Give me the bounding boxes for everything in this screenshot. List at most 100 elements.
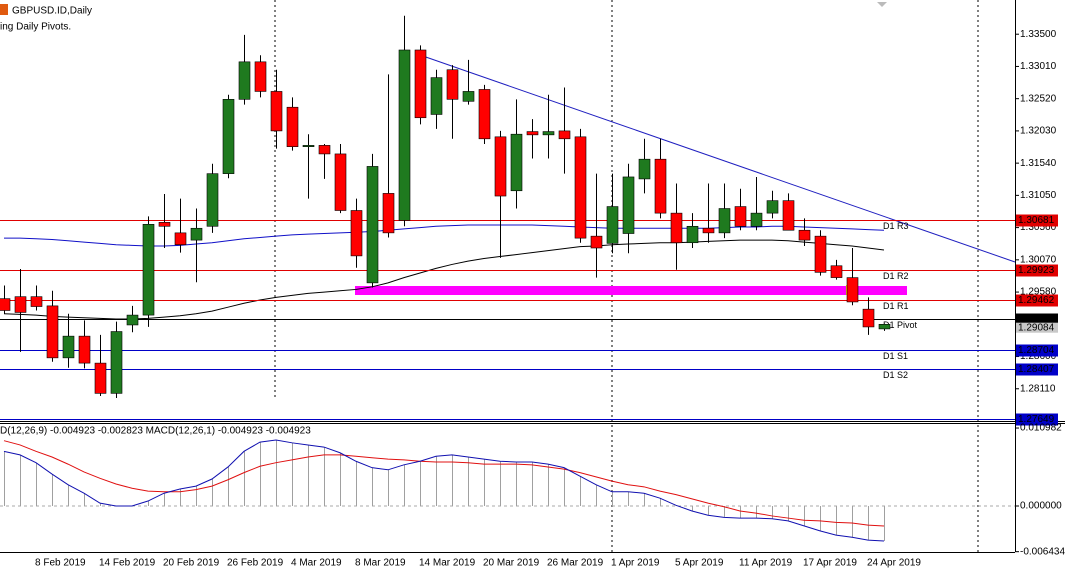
candle-body xyxy=(814,235,827,273)
candle-body xyxy=(846,277,859,303)
candle-body xyxy=(238,61,251,100)
price-tag-label: 1.28704 xyxy=(1018,345,1055,356)
y-tick-label: 1.31050 xyxy=(1020,190,1057,201)
candle-body xyxy=(766,200,779,214)
y-tick-label: 1.29580 xyxy=(1020,287,1057,298)
pivot-label: D1 R3 xyxy=(883,221,909,231)
candle-body xyxy=(94,362,107,394)
candle-body xyxy=(334,153,347,211)
x-tick-label: 1 Apr 2019 xyxy=(611,558,660,569)
candle-body xyxy=(158,222,171,227)
pivot-label: D1 Pivot xyxy=(883,320,918,330)
candle-body xyxy=(862,308,875,328)
x-tick-label: 24 Apr 2019 xyxy=(867,558,921,569)
indicator-title: D(12,26,9) -0.004923 -0.002823 MACD(12,2… xyxy=(0,426,311,437)
y-tick-label: 1.30560 xyxy=(1020,222,1057,233)
candle-body xyxy=(350,210,363,257)
candle-body xyxy=(686,225,699,244)
chart-title: GBPUSD.ID,Daily xyxy=(12,6,92,17)
last-price-tag xyxy=(1016,322,1058,333)
candle-body xyxy=(622,176,635,234)
candle-body xyxy=(46,305,59,359)
y-tick-label: 1.28600 xyxy=(1020,351,1057,362)
y-tick-label: 1.33010 xyxy=(1020,61,1057,72)
candle-body xyxy=(222,99,235,174)
candle-body xyxy=(798,229,811,241)
candle-body xyxy=(302,145,315,147)
price-tag xyxy=(1016,363,1058,376)
candle-body xyxy=(430,77,443,115)
candle-body xyxy=(542,131,555,136)
y-tick-label: -0.006434 xyxy=(1020,546,1065,557)
candle-body xyxy=(670,212,683,244)
candle-body xyxy=(174,232,187,246)
candle-body xyxy=(574,136,587,239)
candle-body xyxy=(782,200,795,231)
x-tick-label: 4 Mar 2019 xyxy=(291,558,342,569)
y-tick-label: 1.31540 xyxy=(1020,158,1057,169)
y-tick-label: 1.32520 xyxy=(1020,93,1057,104)
price-tag-label: 1.29923 xyxy=(1018,265,1055,276)
x-tick-label: 8 Feb 2019 xyxy=(35,558,86,569)
y-tick-label: 1.32030 xyxy=(1020,126,1057,137)
candle-body xyxy=(0,298,11,311)
candle-body xyxy=(110,331,123,394)
candle-body xyxy=(830,265,843,278)
y-tick-label: 1.28110 xyxy=(1020,383,1056,394)
symbol-icon xyxy=(0,4,8,15)
candle-body xyxy=(878,324,891,330)
x-tick-label: 17 Apr 2019 xyxy=(803,558,857,569)
moving-average xyxy=(3,239,885,320)
candle-body xyxy=(654,158,667,214)
x-tick-label: 5 Apr 2019 xyxy=(675,558,724,569)
candle-body xyxy=(638,158,651,180)
price-tag xyxy=(1016,344,1058,357)
trend-line xyxy=(419,54,1016,263)
x-tick-label: 26 Mar 2019 xyxy=(547,558,604,569)
price-tag xyxy=(1016,264,1058,277)
candle-body xyxy=(254,61,267,92)
last-price-label: 1.29084 xyxy=(1018,322,1055,333)
candle-body xyxy=(398,49,411,221)
candle-body xyxy=(142,224,155,316)
candle-body xyxy=(270,91,283,132)
y-tick-label: 1.30070 xyxy=(1020,254,1057,265)
candle-body xyxy=(190,227,203,241)
shift-marker xyxy=(877,2,887,7)
x-tick-label: 11 Apr 2019 xyxy=(739,558,793,569)
candle-body xyxy=(510,133,523,192)
candle-body xyxy=(366,166,379,284)
candle-body xyxy=(462,91,475,102)
candle-body xyxy=(750,212,763,227)
candle-body xyxy=(734,206,747,227)
candle-body xyxy=(206,173,219,227)
candle-body xyxy=(286,106,299,147)
price-tag-label: 1.28407 xyxy=(1018,364,1055,375)
candle-body xyxy=(702,227,715,234)
candle-body xyxy=(62,335,75,359)
moving-average xyxy=(4,224,885,247)
indicator-line xyxy=(3,440,885,527)
y-tick-label: 0.010982 xyxy=(1020,423,1062,434)
support-zone xyxy=(355,286,907,295)
price-tag-label: 1.29462 xyxy=(1018,295,1055,306)
pivot-label: D1 S2 xyxy=(883,370,908,380)
candle-body xyxy=(446,69,459,100)
price-tag xyxy=(1016,214,1058,227)
candle-body xyxy=(318,145,331,155)
x-tick-label: 14 Feb 2019 xyxy=(99,558,156,569)
y-tick-label: 0.000000 xyxy=(1020,501,1062,512)
price-tag-label: 1.29165 xyxy=(1018,314,1055,325)
candle-body xyxy=(30,296,43,307)
x-tick-label: 26 Feb 2019 xyxy=(227,558,284,569)
x-tick-label: 8 Mar 2019 xyxy=(355,558,406,569)
y-tick-label: 1.33500 xyxy=(1020,29,1057,40)
candle-body xyxy=(494,136,507,197)
x-tick-label: 20 Mar 2019 xyxy=(483,558,540,569)
candle-body xyxy=(558,130,571,140)
x-tick-label: 14 Mar 2019 xyxy=(419,558,476,569)
price-tag xyxy=(1016,313,1058,326)
candle-body xyxy=(478,89,491,140)
